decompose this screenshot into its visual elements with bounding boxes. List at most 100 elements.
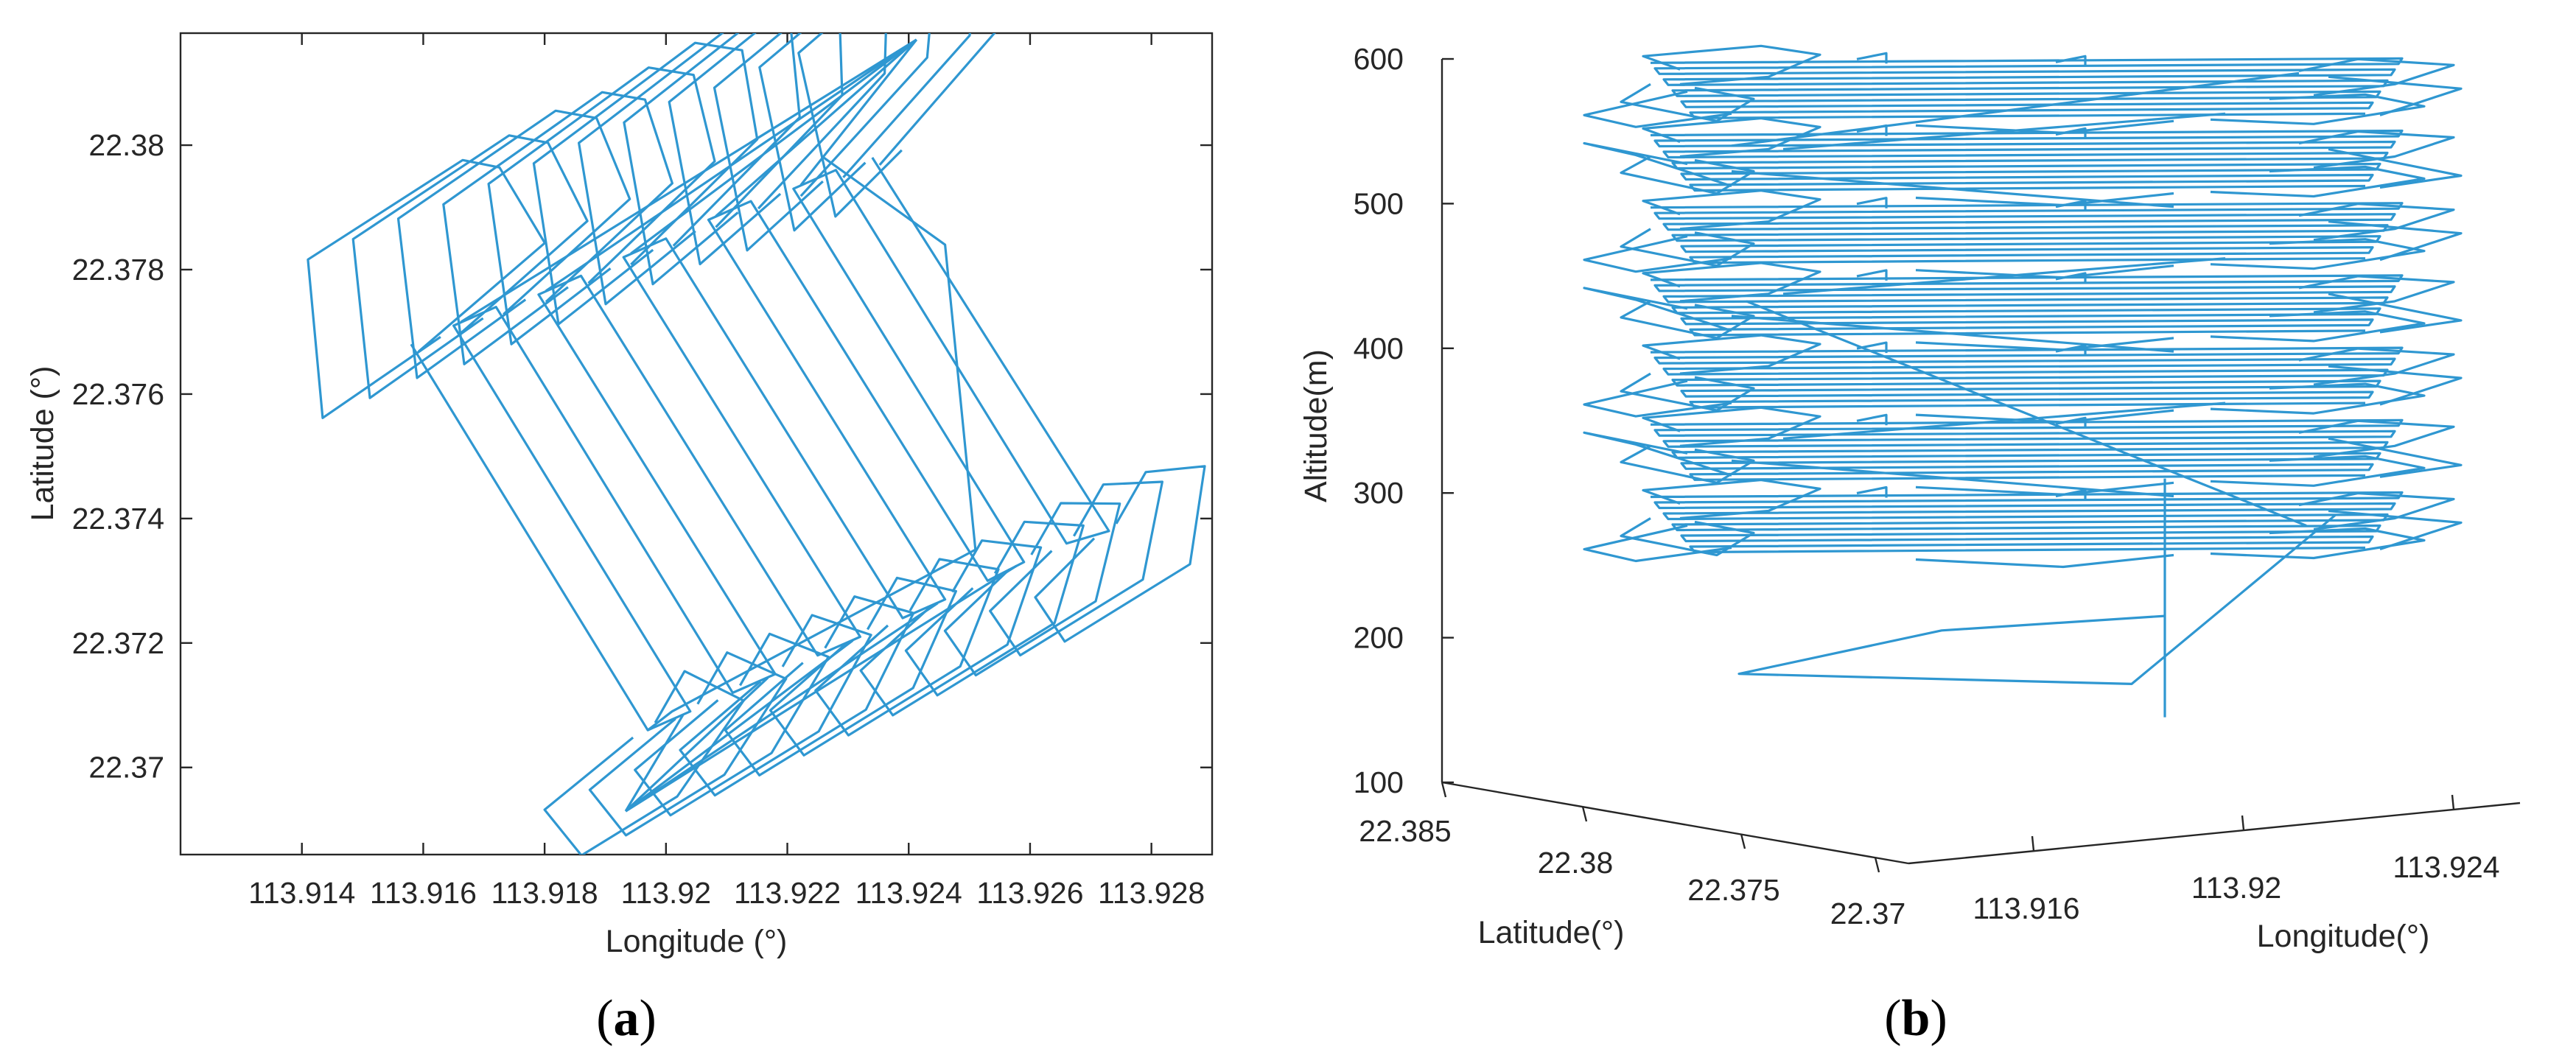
panel-b-layer-bottom-edge bbox=[1915, 409, 2174, 424]
panel-a-lower-turn-loop bbox=[769, 576, 958, 757]
panel-a-lower-cross-line bbox=[625, 676, 769, 813]
panel-b-layer-right-edge bbox=[2328, 147, 2463, 189]
panel-a-y-tick-label: 22.374 bbox=[72, 502, 164, 536]
panel-b-layer-left-turn-lower bbox=[1620, 517, 1755, 557]
panel-a-lower-turn-loop bbox=[904, 520, 1085, 697]
panel-a-x-tick-label: 113.918 bbox=[491, 876, 598, 910]
panel-b-layer-notch bbox=[2055, 55, 2087, 66]
panel-a-y-axis-label: Latitude (°) bbox=[25, 366, 60, 522]
panel-a-lower-turn-loop bbox=[724, 595, 915, 777]
panel-b-layer-connector bbox=[1731, 315, 2174, 353]
panel-b-layer-right-turn-upper bbox=[2298, 57, 2455, 97]
panel-a-upper-cross-line bbox=[630, 38, 917, 255]
panel-b-layer-right-edge bbox=[2328, 292, 2463, 334]
panel-a-upper-cross-line bbox=[460, 38, 917, 323]
panel-a-upper-turn-loop bbox=[758, 33, 971, 232]
panel-a-upper-turn-loop bbox=[713, 33, 931, 252]
panel-b-layer-left-edge bbox=[1583, 235, 1732, 273]
panel-a-upper-turn-loop bbox=[487, 66, 716, 346]
panel-b-layer-left-turn-lower bbox=[1620, 444, 1755, 484]
panel-b-layer-notch bbox=[1856, 197, 1888, 208]
panel-b-long-diagonal bbox=[1731, 71, 2300, 147]
panel-b-layer-left-turn-upper bbox=[1642, 189, 1821, 231]
panel-a-lower-turn-loop bbox=[634, 632, 830, 817]
panel-b-latitude-tick-label: 22.385 bbox=[1359, 814, 1451, 848]
panel-b-survey-layer bbox=[1583, 478, 2463, 569]
panel-a-label: (a) bbox=[596, 990, 657, 1047]
panel-a-x-tick-label: 113.924 bbox=[855, 876, 962, 910]
panel-a-upper-cross-line bbox=[545, 38, 917, 292]
panel-b-layer-notch bbox=[1856, 485, 1888, 498]
panel-a-y-tick-label: 22.376 bbox=[72, 377, 164, 411]
panel-b-longitude-tick-label: 113.924 bbox=[2393, 850, 2499, 884]
panel-b-layer-right-turn-lower bbox=[2210, 455, 2426, 487]
panel-a-x-axis-label: Longitude (°) bbox=[606, 924, 788, 959]
panel-b-latitude-label: Latitude(°) bbox=[1478, 915, 1625, 950]
panel-b-layer-right-turn-lower bbox=[2210, 382, 2426, 415]
panel-a-upper-turn-loop bbox=[307, 158, 547, 419]
panel-a-x-tick-label: 113.914 bbox=[248, 876, 355, 910]
panel-b-survey-layer bbox=[1583, 334, 2463, 424]
panel-a-lower-cross-line bbox=[624, 714, 685, 812]
panel-b-latitude-tick-mark bbox=[1441, 782, 1447, 798]
panel-b-layer-notch bbox=[1856, 341, 1888, 354]
panel-b-layer-bottom-edge bbox=[1915, 481, 2174, 496]
panel-b-layer-sweep bbox=[1650, 346, 2404, 409]
panel-a-lower-cross-line bbox=[625, 564, 1018, 813]
panel-b-altitude-tick-label: 500 bbox=[1354, 186, 1404, 220]
panel-b-layer-right-turn-upper bbox=[2298, 491, 2455, 531]
panel-b-layer-connector bbox=[1731, 459, 2174, 498]
panel-b-layer-right-edge bbox=[2328, 365, 2463, 406]
panel-b-layer-right-edge bbox=[2328, 509, 2463, 551]
panel-a-upper-cross-line bbox=[799, 38, 918, 186]
panel-a-x-tick-label: 113.916 bbox=[370, 876, 477, 910]
panel-b-survey-layer bbox=[1583, 189, 2463, 279]
panel-a-upper-turn-loop bbox=[668, 33, 887, 266]
panel-b-longitude-tick-label: 113.92 bbox=[2191, 871, 2281, 905]
panel-b-altitude-tick-label: 200 bbox=[1354, 621, 1404, 655]
panel-b-layer-bottom-edge bbox=[1915, 264, 2174, 279]
panel-b-layer-right-turn-lower bbox=[2210, 238, 2426, 270]
panel-a-lower-cross-line bbox=[625, 639, 854, 813]
panel-b-layer-notch bbox=[1856, 413, 1888, 426]
panel-b-layer-sweep bbox=[1650, 491, 2404, 554]
panel-a-upper-turn-loop bbox=[797, 33, 996, 218]
panel-a-lower-turn-loop bbox=[814, 558, 1000, 737]
panel-a-x-tick-label: 113.928 bbox=[1098, 876, 1205, 910]
panel-b-latitude-tick-label: 22.375 bbox=[1687, 873, 1779, 907]
panel-b-longitude-label: Longitude(°) bbox=[2257, 919, 2430, 954]
panel-a-connector-path bbox=[647, 156, 977, 732]
panel-b-survey-layer bbox=[1583, 44, 2463, 134]
panel-a-x-tick-label: 113.922 bbox=[734, 876, 841, 910]
panel-a-upper-turn-loop bbox=[577, 33, 801, 306]
panel-b-layer-left-edge bbox=[1583, 90, 1732, 128]
panel-b-layer-right-turn-upper bbox=[2298, 130, 2455, 169]
panel-a-lower-turn-loop bbox=[859, 539, 1043, 717]
panel-a-upper-turn-loop bbox=[351, 134, 589, 399]
panel-b-layer-right-turn-lower bbox=[2210, 165, 2426, 198]
panel-b-layer-left-turn-upper bbox=[1642, 478, 1821, 520]
panel-b-longitude-tick-mark bbox=[2241, 815, 2245, 831]
panel-b-layer-right-turn-upper bbox=[2298, 203, 2455, 242]
panel-b-layer-left-edge bbox=[1583, 287, 1732, 332]
panel-a-ticks: 113.914 113.916 113.918 113.92 113.922 113.92… bbox=[72, 33, 1212, 910]
panel-a-y-tick-label: 22.37 bbox=[88, 751, 164, 785]
panel-b-layer-right-turn-lower bbox=[2210, 93, 2426, 125]
panel-a-y-tick-label: 22.378 bbox=[72, 253, 164, 287]
panel-b-axes bbox=[1441, 59, 2521, 865]
panel-a-sweep-path bbox=[410, 157, 1110, 732]
panel-a-lower-turn-loop bbox=[543, 670, 745, 855]
panel-a-y-tick-label: 22.38 bbox=[88, 128, 164, 162]
panel-b-layer-notch bbox=[1856, 269, 1888, 281]
panel-b-layer-bottom-edge bbox=[1915, 337, 2174, 351]
panel-b-layer-left-turn-lower bbox=[1620, 300, 1755, 340]
panel-a-2d-flight-path: 113.914 113.916 113.918 113.92 113.922 113.92… bbox=[25, 32, 1214, 1047]
panel-b-latitude-tick-mark bbox=[1581, 806, 1588, 822]
panel-a-upper-cross-line bbox=[715, 38, 917, 217]
panel-b-layer-left-edge bbox=[1583, 141, 1732, 188]
panel-a-lower-turn-loop bbox=[588, 651, 788, 837]
panel-b-longitude-axis bbox=[1908, 802, 2521, 865]
panel-b-layer-sweep bbox=[1650, 202, 2404, 264]
panel-a-axes-box bbox=[179, 32, 1214, 856]
panel-b-layer-left-turn-upper bbox=[1642, 334, 1821, 375]
